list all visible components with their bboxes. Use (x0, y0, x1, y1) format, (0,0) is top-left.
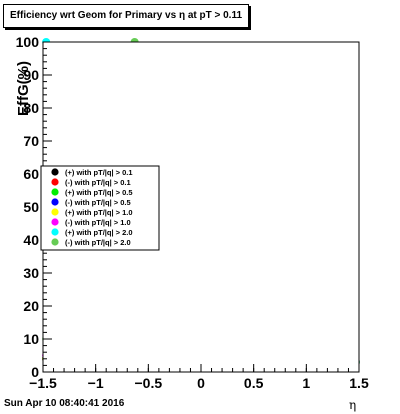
x-tick-label: −1.5 (29, 375, 57, 391)
y-tick-label: 20 (23, 298, 39, 314)
chart-title: Efficiency wrt Geom for Primary vs η at … (3, 4, 250, 28)
x-axis-title: η (349, 398, 357, 412)
y-tick-label: 70 (23, 133, 39, 149)
legend-marker (51, 208, 59, 216)
legend-label: (-) with pT/|q| > 0.5 (65, 198, 131, 207)
legend-label: (+) with pT/|q| > 0.1 (65, 168, 133, 177)
y-tick-label: 80 (23, 100, 39, 116)
legend-label: (+) with pT/|q| > 0.5 (65, 188, 133, 197)
legend-marker (51, 168, 59, 176)
x-tick-label: 0.5 (244, 375, 264, 391)
legend-marker (51, 178, 59, 186)
legend-marker (51, 198, 59, 206)
legend-marker (51, 188, 59, 196)
legend-label: (-) with pT/|q| > 2.0 (65, 238, 131, 247)
legend-label: (-) with pT/|q| > 0.1 (65, 178, 131, 187)
legend-marker (51, 218, 59, 226)
legend-box (40, 165, 160, 251)
legend-label: (+) with pT/|q| > 1.0 (65, 208, 133, 217)
legend: (+) with pT/|q| > 0.1(-) with pT/|q| > 0… (40, 165, 160, 251)
y-tick-label: 10 (23, 331, 39, 347)
x-tick-label: −1 (88, 375, 104, 391)
y-tick-label: 50 (23, 199, 39, 215)
y-axis-title: EffG(%) (15, 61, 32, 116)
legend-marker (51, 238, 59, 246)
legend-marker (51, 228, 59, 236)
y-tick-label: 60 (23, 166, 39, 182)
x-tick-label: 0 (197, 375, 205, 391)
y-tick-label: 100 (16, 34, 40, 50)
x-tick-label: 1.5 (349, 375, 369, 391)
y-tick-label: 40 (23, 232, 39, 248)
legend-label: (-) with pT/|q| > 1.0 (65, 218, 131, 227)
y-tick-label: 0 (31, 364, 39, 380)
x-tick-label: 1 (302, 375, 310, 391)
x-tick-label: −0.5 (135, 375, 163, 391)
legend-label: (+) with pT/|q| > 2.0 (65, 228, 133, 237)
y-tick-label: 90 (23, 67, 39, 83)
y-tick-label: 30 (23, 265, 39, 281)
footer-date: Sun Apr 10 08:40:41 2016 (4, 398, 125, 409)
